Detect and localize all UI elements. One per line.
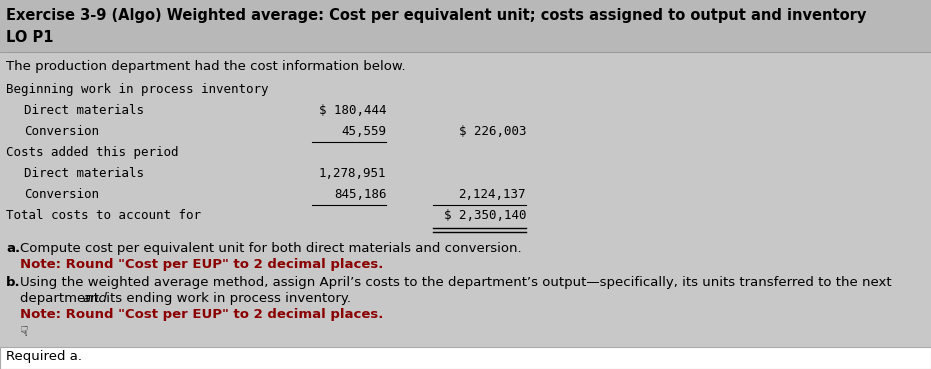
Text: 1,278,951: 1,278,951 (318, 167, 386, 180)
Text: ☟: ☟ (20, 325, 29, 339)
Text: Required a.: Required a. (6, 350, 82, 363)
Text: The production department had the cost information below.: The production department had the cost i… (6, 60, 406, 73)
Text: 845,186: 845,186 (334, 188, 386, 201)
Text: Conversion: Conversion (24, 125, 99, 138)
Text: Beginning work in process inventory: Beginning work in process inventory (6, 83, 268, 96)
Text: 45,559: 45,559 (342, 125, 386, 138)
Bar (0, 0, 931, 52)
Text: Using the weighted average method, assign April’s costs to the department’s outp: Using the weighted average method, assig… (20, 276, 892, 289)
Text: LO P1: LO P1 (6, 30, 53, 45)
Text: a.: a. (6, 242, 20, 255)
Text: Costs added this period: Costs added this period (6, 146, 179, 159)
Text: b.: b. (6, 276, 20, 289)
Text: Direct materials: Direct materials (24, 104, 144, 117)
Text: 2,124,137: 2,124,137 (458, 188, 526, 201)
Text: department: department (20, 292, 103, 305)
Text: Total costs to account for: Total costs to account for (6, 209, 201, 222)
Text: Note: Round "Cost per EUP" to 2 decimal places.: Note: Round "Cost per EUP" to 2 decimal … (20, 308, 384, 321)
Text: its ending work in process inventory.: its ending work in process inventory. (102, 292, 351, 305)
Text: $ 2,350,140: $ 2,350,140 (443, 209, 526, 222)
Text: and: and (82, 292, 107, 305)
Text: $ 180,444: $ 180,444 (318, 104, 386, 117)
Bar (0, 347, 931, 369)
Text: Exercise 3-9 (Algo) Weighted average: Cost per equivalent unit; costs assigned t: Exercise 3-9 (Algo) Weighted average: Co… (6, 8, 867, 23)
Text: $ 226,003: $ 226,003 (458, 125, 526, 138)
Text: Note: Round "Cost per EUP" to 2 decimal places.: Note: Round "Cost per EUP" to 2 decimal … (20, 258, 384, 271)
Text: Conversion: Conversion (24, 188, 99, 201)
Text: Direct materials: Direct materials (24, 167, 144, 180)
Text: Compute cost per equivalent unit for both direct materials and conversion.: Compute cost per equivalent unit for bot… (20, 242, 521, 255)
